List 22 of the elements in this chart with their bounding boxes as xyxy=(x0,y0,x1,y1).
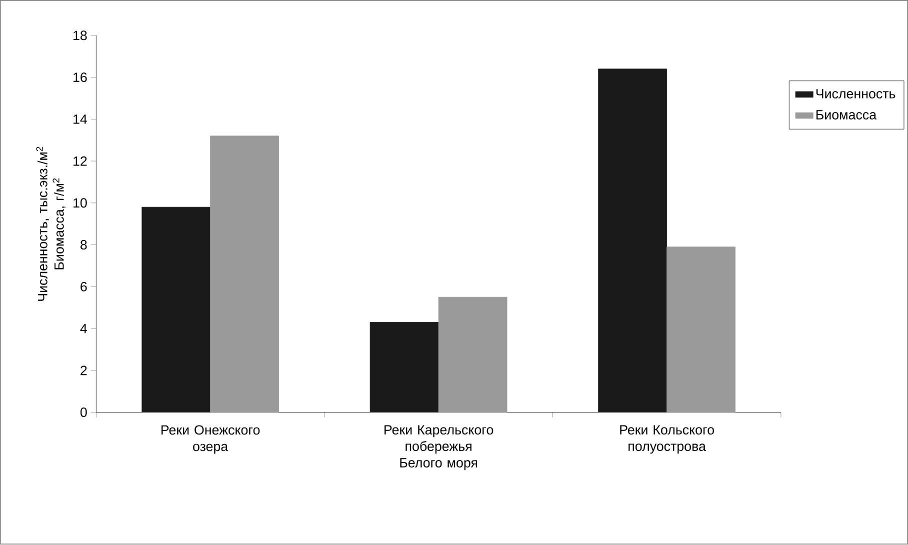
bar xyxy=(142,207,211,413)
y-tick-label: 18 xyxy=(74,30,87,40)
y-tick-label: 4 xyxy=(80,324,88,334)
y-tick-label: 2 xyxy=(80,366,87,376)
y-tick-label: 6 xyxy=(80,282,87,292)
legend-label: Биомасса xyxy=(816,110,877,120)
bar xyxy=(666,246,736,413)
bar xyxy=(598,68,668,413)
y-tick-label: 0 xyxy=(80,408,87,418)
y-tick-label: 16 xyxy=(74,72,87,82)
x-tick-label: Реки Кольского полуострова xyxy=(620,425,714,454)
bar xyxy=(370,322,439,413)
text: Численность, тыс.экз./м$^{2}$ Биомасса, г/м$^{2}$ xyxy=(36,147,66,302)
y-tick-label: 14 xyxy=(74,114,87,124)
x-tick-label: Реки Карельского побережья Белого моря xyxy=(384,425,494,470)
x-tick-label: Реки Онежского озера xyxy=(161,425,260,454)
bar xyxy=(438,297,508,413)
y-tick-label: 12 xyxy=(74,156,87,166)
legend-label: Численность xyxy=(816,89,896,99)
y-tick-label: 8 xyxy=(80,240,87,250)
y-tick-label: 10 xyxy=(74,198,87,208)
bar xyxy=(210,136,279,413)
